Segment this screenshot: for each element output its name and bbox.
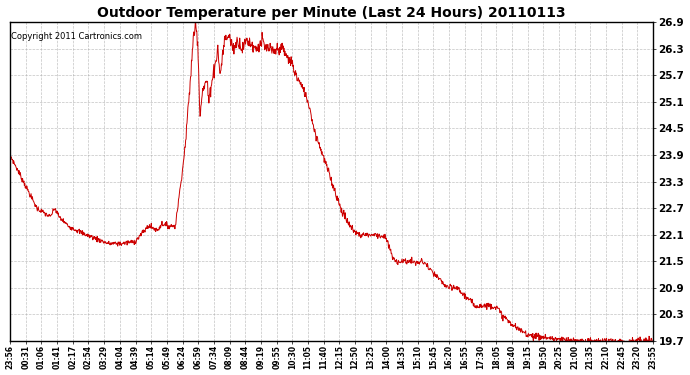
Text: Copyright 2011 Cartronics.com: Copyright 2011 Cartronics.com (11, 32, 142, 40)
Title: Outdoor Temperature per Minute (Last 24 Hours) 20110113: Outdoor Temperature per Minute (Last 24 … (97, 6, 566, 20)
